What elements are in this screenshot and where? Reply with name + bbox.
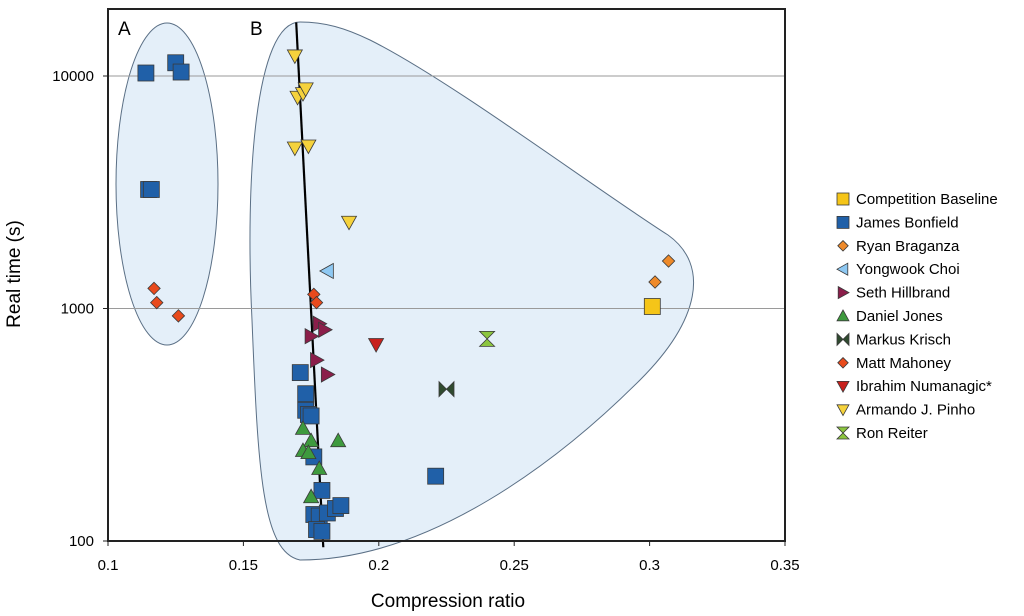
point-armando-j-pinho-5 xyxy=(300,139,317,155)
legend-marker-7 xyxy=(837,357,849,369)
legend-label: Competition Baseline xyxy=(856,191,998,208)
point-matt-mahoney-1 xyxy=(150,295,164,310)
point-james-bonfield-11 xyxy=(313,482,331,499)
legend-marker-9 xyxy=(836,404,850,417)
point-competition-baseline-0 xyxy=(643,298,661,315)
group-label-b: B xyxy=(250,19,263,40)
point-matt-mahoney-2 xyxy=(171,309,186,323)
point-james-bonfield-9 xyxy=(302,407,320,425)
legend-label: Ryan Braganza xyxy=(856,238,960,255)
point-ryan-braganza-0 xyxy=(648,275,662,289)
point-james-bonfield-0 xyxy=(137,64,155,82)
y-tick-label: 1000 xyxy=(61,301,94,318)
point-daniel-jones-6 xyxy=(302,488,320,504)
data-points xyxy=(137,49,676,540)
point-ibrahim-numanagic-0 xyxy=(367,338,385,353)
point-yongwook-choi-0 xyxy=(319,262,334,280)
legend-label: Ron Reiter xyxy=(856,425,928,442)
point-ron-reiter-0 xyxy=(478,331,496,347)
group-a-region xyxy=(115,22,219,346)
legend-marker-10 xyxy=(836,426,850,440)
point-daniel-jones-0 xyxy=(294,420,312,435)
point-james-bonfield-2 xyxy=(172,63,190,81)
plot-frame xyxy=(107,8,786,542)
legend-marker-5 xyxy=(836,309,850,322)
group-b-region xyxy=(249,21,695,561)
legend-label: Seth Hillbrand xyxy=(856,285,950,302)
legend-label: Yongwook Choi xyxy=(856,261,960,278)
point-ryan-braganza-1 xyxy=(661,254,676,268)
gridlines xyxy=(108,75,785,309)
x-tick-label: 0.1 xyxy=(98,557,119,574)
point-matt-mahoney-4 xyxy=(309,295,324,310)
point-armando-j-pinho-4 xyxy=(286,141,304,157)
point-james-bonfield-5 xyxy=(291,364,309,382)
point-seth-hillbrand-4 xyxy=(320,366,336,383)
group-label-a: A xyxy=(118,19,131,40)
axes: Compression ratio Real time (s) A B 0.1 0… xyxy=(4,19,800,612)
legend-marker-8 xyxy=(836,380,850,394)
point-james-bonfield-6 xyxy=(297,385,315,403)
x-tick-label: 0.2 xyxy=(368,557,389,574)
point-armando-j-pinho-3 xyxy=(297,82,314,98)
point-daniel-jones-4 xyxy=(300,444,317,460)
point-james-bonfield-16 xyxy=(332,497,350,514)
point-james-bonfield-18 xyxy=(313,522,331,540)
legend-marker-6 xyxy=(836,332,850,347)
group-regions xyxy=(115,21,695,561)
point-armando-j-pinho-0 xyxy=(286,49,304,65)
x-axis-title: Compression ratio xyxy=(371,591,525,612)
point-daniel-jones-5 xyxy=(311,460,328,475)
point-matt-mahoney-0 xyxy=(147,281,161,296)
legend-label: James Bonfield xyxy=(856,214,959,231)
legend: Competition Baseline James Bonfield Ryan B… xyxy=(836,191,998,442)
point-markus-krisch-0 xyxy=(438,380,455,398)
legend-label: Markus Krisch xyxy=(856,331,951,348)
legend-marker-0 xyxy=(836,192,850,206)
y-tick-label: 100 xyxy=(69,533,94,550)
x-tick-label: 0.35 xyxy=(770,557,799,574)
legend-label: Daniel Jones xyxy=(856,308,943,325)
y-tick-label: 10000 xyxy=(52,68,94,85)
point-daniel-jones-1 xyxy=(302,432,320,448)
legend-label: Matt Mahoney xyxy=(856,355,952,372)
point-james-bonfield-4 xyxy=(142,181,160,198)
legend-marker-1 xyxy=(836,215,850,229)
legend-label: Ibrahim Numanagic* xyxy=(856,378,992,395)
point-seth-hillbrand-3 xyxy=(310,351,325,369)
point-daniel-jones-2 xyxy=(330,432,347,448)
point-james-bonfield-19 xyxy=(427,467,445,485)
x-tick-label: 0.25 xyxy=(500,557,529,574)
plot-border xyxy=(107,8,786,542)
y-axis-title: Real time (s) xyxy=(4,220,25,328)
point-seth-hillbrand-1 xyxy=(318,321,333,338)
point-armando-j-pinho-6 xyxy=(340,215,358,231)
legend-marker-4 xyxy=(837,285,850,300)
legend-label: Armando J. Pinho xyxy=(856,402,975,419)
x-tick-label: 0.3 xyxy=(639,557,660,574)
point-seth-hillbrand-2 xyxy=(304,328,320,345)
legend-marker-3 xyxy=(836,262,849,276)
legend-marker-2 xyxy=(837,240,849,252)
x-tick-label: 0.15 xyxy=(229,557,258,574)
